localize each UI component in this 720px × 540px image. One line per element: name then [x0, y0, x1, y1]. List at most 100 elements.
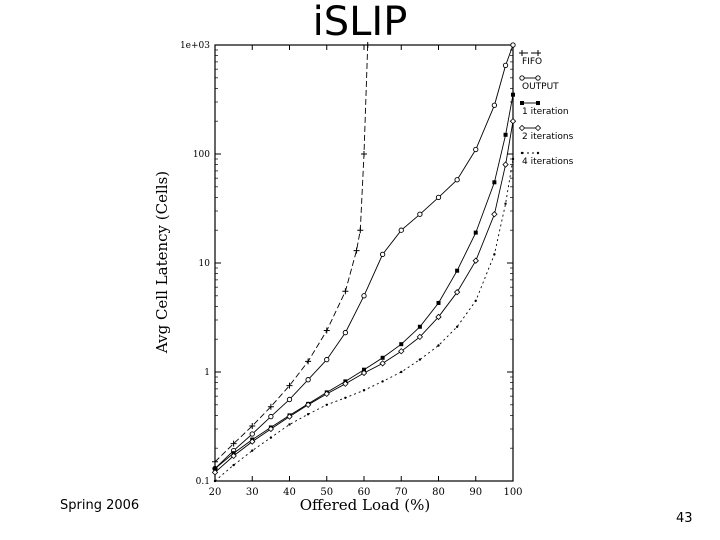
y-tick-label: 0.1 [196, 477, 210, 487]
data-point [269, 436, 273, 439]
series-4-iterations [213, 157, 515, 483]
data-point [305, 358, 312, 365]
data-point [379, 251, 386, 258]
data-point [416, 333, 424, 341]
data-point [306, 413, 310, 416]
data-point [268, 413, 274, 420]
legend-entry: 1 iteration [520, 101, 569, 117]
data-point [362, 367, 366, 372]
data-point [364, 42, 371, 48]
data-point [379, 360, 386, 367]
data-point [212, 458, 218, 465]
data-point [435, 194, 442, 201]
y-tick-label: 100 [193, 150, 210, 160]
y-tick-label: 1e+03 [180, 41, 210, 51]
data-point [491, 211, 498, 218]
data-point [232, 463, 235, 467]
data-point [325, 403, 328, 407]
legend-label: 1 iteration [522, 107, 569, 117]
data-point [249, 422, 256, 429]
plot-frame [214, 44, 514, 482]
data-point [454, 177, 460, 183]
x-tick-label: 100 [503, 487, 522, 498]
data-point [213, 479, 217, 483]
data-point [502, 62, 509, 69]
data-point [342, 329, 349, 336]
legend-label: 4 iterations [522, 157, 574, 167]
data-point [536, 151, 540, 155]
legend-label: 2 iterations [522, 132, 574, 142]
data-point [493, 253, 496, 256]
data-point [511, 92, 515, 97]
data-point [362, 389, 366, 392]
legend-label: OUTPUT [522, 82, 559, 92]
data-point [251, 449, 254, 452]
data-point [286, 396, 293, 403]
data-point [304, 401, 312, 408]
x-tick-label: 20 [209, 487, 222, 498]
data-point [519, 50, 525, 56]
data-point [288, 423, 291, 426]
data-point [437, 344, 440, 347]
data-point [353, 247, 360, 254]
data-point [323, 327, 330, 334]
data-point [213, 466, 217, 471]
data-point [230, 440, 237, 447]
series-2-iterations [211, 118, 517, 476]
data-point [361, 293, 367, 299]
data-point [453, 289, 461, 296]
legend-label: FIFO [522, 57, 542, 67]
x-tick-label: 70 [395, 487, 408, 498]
x-tick-label: 60 [358, 487, 371, 498]
x-tick-label: 90 [469, 487, 482, 498]
series-line [214, 121, 514, 473]
series-line [214, 158, 514, 482]
x-tick-label: 80 [432, 487, 445, 498]
data-point [492, 180, 497, 185]
data-point [357, 227, 364, 234]
data-point [520, 151, 524, 155]
data-point [342, 288, 349, 295]
data-point [286, 413, 293, 420]
data-point [535, 50, 541, 56]
legend-entry: OUTPUT [519, 75, 559, 92]
data-point [398, 227, 404, 233]
data-point [472, 257, 479, 264]
legend-entry: 4 iterations [520, 151, 574, 167]
data-point [474, 299, 477, 302]
data-point [344, 396, 347, 399]
data-point [509, 118, 517, 125]
data-point [400, 370, 403, 374]
data-point [267, 403, 274, 410]
y-tick-label: 1 [204, 368, 210, 378]
data-point [435, 313, 442, 321]
series-line [214, 44, 369, 463]
data-point [417, 211, 423, 217]
data-point [510, 42, 516, 48]
x-axis-label: Offered Load (%) [300, 496, 431, 514]
data-point [536, 101, 540, 105]
data-point [381, 380, 384, 383]
series-line [214, 94, 514, 469]
x-tick-label: 30 [246, 487, 259, 498]
x-tick-label: 40 [283, 487, 296, 498]
data-point [211, 469, 219, 476]
data-point [503, 132, 508, 137]
data-point [518, 124, 526, 132]
x-tick-label: 50 [320, 487, 333, 498]
data-point [398, 348, 405, 355]
data-point [360, 369, 368, 377]
data-point [519, 75, 525, 81]
data-point [502, 161, 509, 168]
data-point [230, 452, 237, 460]
data-point [504, 202, 507, 205]
data-point [491, 102, 498, 108]
data-point [473, 230, 478, 235]
data-point [534, 124, 542, 132]
data-point [249, 438, 256, 445]
data-point [249, 431, 255, 437]
data-point [455, 325, 459, 328]
data-point [436, 300, 441, 305]
data-point [418, 358, 422, 361]
data-point [455, 268, 460, 273]
